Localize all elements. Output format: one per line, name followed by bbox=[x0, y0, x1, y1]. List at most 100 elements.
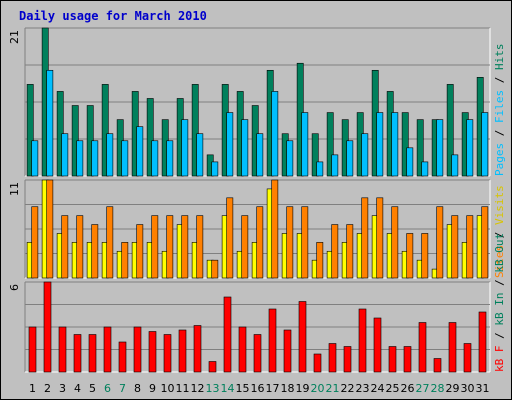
bar-sites-day-18 bbox=[286, 206, 294, 279]
bar-kb-f-day-12 bbox=[193, 325, 202, 373]
bar-sites-day-12 bbox=[196, 215, 204, 279]
bar-kb-f-day-1 bbox=[28, 326, 37, 373]
bar-files-day-24 bbox=[376, 112, 384, 177]
bar-sites-day-8 bbox=[136, 224, 144, 279]
bar-sites-day-23 bbox=[361, 197, 369, 279]
bar-hits-day-21 bbox=[326, 112, 334, 177]
bar-sites-day-3 bbox=[61, 215, 69, 279]
bar-sites-day-24 bbox=[376, 197, 384, 279]
x-tick-label-4: 4 bbox=[74, 382, 81, 395]
bar-hits-day-29 bbox=[446, 84, 454, 177]
bar-files-day-12 bbox=[196, 133, 204, 177]
bar-kb-f-day-29 bbox=[448, 322, 457, 373]
bar-sites-day-14 bbox=[226, 197, 234, 279]
bar-kb-f-day-24 bbox=[373, 317, 382, 373]
bar-kb-f-day-28 bbox=[433, 358, 442, 373]
legend-entry: Files bbox=[493, 90, 506, 123]
bar-files-day-31 bbox=[481, 112, 489, 177]
legend-entry: kB Out bbox=[493, 233, 506, 273]
bar-files-day-28 bbox=[436, 119, 444, 177]
bar-files-day-2 bbox=[46, 69, 54, 177]
legend-entry: / bbox=[493, 123, 506, 143]
bar-kb-f-day-31 bbox=[478, 311, 487, 373]
bar-hits-day-26 bbox=[401, 112, 409, 177]
bar-kb-f-day-4 bbox=[73, 334, 82, 373]
legend-entry: / bbox=[493, 273, 506, 293]
bar-sites-day-15 bbox=[241, 215, 249, 279]
panel-visits: 11 Sites / Visits bbox=[8, 179, 506, 279]
x-tick-label-16: 16 bbox=[251, 382, 265, 395]
bar-hits-day-27 bbox=[416, 119, 424, 177]
bar-files-day-25 bbox=[391, 112, 399, 177]
x-tick-label-26: 26 bbox=[401, 382, 415, 395]
bar-files-day-14 bbox=[226, 112, 234, 177]
bar-kb-f-day-2 bbox=[43, 281, 52, 373]
bar-kb-f-day-16 bbox=[253, 334, 262, 373]
bar-files-day-23 bbox=[361, 133, 369, 177]
bar-sites-day-28 bbox=[436, 206, 444, 279]
x-tick-label-5: 5 bbox=[89, 382, 96, 395]
bar-sites-day-27 bbox=[421, 233, 429, 279]
bar-files-day-7 bbox=[121, 140, 129, 177]
bar-files-day-18 bbox=[286, 140, 294, 177]
bar-kb-f-day-21 bbox=[328, 343, 337, 373]
bar-kb-f-day-14 bbox=[223, 296, 232, 373]
chart-title: Daily usage for March 2010 bbox=[19, 9, 207, 23]
bar-kb-f-day-27 bbox=[418, 322, 427, 373]
x-tick-label-21: 21 bbox=[326, 382, 340, 395]
x-tick-label-20: 20 bbox=[311, 382, 325, 395]
x-tick-label-31: 31 bbox=[476, 382, 490, 395]
bar-kb-f-day-26 bbox=[403, 346, 412, 373]
x-tick-label-11: 11 bbox=[176, 382, 190, 395]
bar-kb-f-day-3 bbox=[58, 326, 67, 373]
legend-entry: / bbox=[493, 70, 506, 90]
bar-kb-f-day-17 bbox=[268, 308, 277, 373]
bar-files-day-3 bbox=[61, 133, 69, 177]
bar-sites-day-19 bbox=[301, 206, 309, 279]
x-tick-label-19: 19 bbox=[296, 382, 310, 395]
bar-kb-f-day-18 bbox=[283, 329, 292, 373]
legend-hits: Pages / Files / Hits bbox=[493, 44, 506, 177]
bar-files-day-29 bbox=[451, 154, 459, 177]
legend-entry: / bbox=[493, 326, 506, 346]
bar-sites-day-25 bbox=[391, 206, 399, 279]
bar-sites-day-13 bbox=[211, 259, 219, 279]
bar-kb-f-day-5 bbox=[88, 334, 97, 373]
bar-sites-day-30 bbox=[466, 215, 474, 279]
bar-files-day-9 bbox=[151, 140, 159, 177]
bar-files-day-6 bbox=[106, 133, 114, 177]
bar-kb-f-day-30 bbox=[463, 343, 472, 373]
x-tick-label-27: 27 bbox=[416, 382, 430, 395]
x-tick-label-15: 15 bbox=[236, 382, 250, 395]
bar-sites-day-7 bbox=[121, 242, 129, 279]
bar-files-day-15 bbox=[241, 119, 249, 177]
bar-files-day-16 bbox=[256, 133, 264, 177]
legend-entry: Pages bbox=[493, 143, 506, 176]
bar-hits-day-9 bbox=[146, 98, 154, 177]
bar-kb-f-day-11 bbox=[178, 329, 187, 373]
x-tick-label-9: 9 bbox=[149, 382, 156, 395]
bar-files-day-20 bbox=[316, 161, 324, 177]
bar-files-day-10 bbox=[166, 140, 174, 177]
x-tick-label-2: 2 bbox=[44, 382, 51, 395]
x-tick-label-12: 12 bbox=[191, 382, 205, 395]
legend-visits: Sites / Visits bbox=[493, 185, 506, 278]
x-tick-label-13: 13 bbox=[206, 382, 220, 395]
bar-sites-day-1 bbox=[31, 206, 39, 279]
panel-hits: 21 Pages / Files / Hits bbox=[8, 27, 506, 177]
x-tick-label-25: 25 bbox=[386, 382, 400, 395]
bar-sites-day-2 bbox=[46, 179, 54, 279]
bar-sites-day-26 bbox=[406, 233, 414, 279]
bar-sites-day-9 bbox=[151, 215, 159, 279]
bar-hits-day-1 bbox=[26, 84, 34, 177]
legend-entry: kB F bbox=[493, 346, 506, 373]
legend-entry: / bbox=[493, 225, 506, 245]
x-tick-label-18: 18 bbox=[281, 382, 295, 395]
bar-files-day-22 bbox=[346, 140, 354, 177]
bar-kb-f-day-15 bbox=[238, 326, 247, 373]
bar-sites-day-31 bbox=[481, 206, 489, 279]
bar-sites-day-4 bbox=[76, 215, 84, 279]
bar-files-day-5 bbox=[91, 140, 99, 177]
x-tick-label-29: 29 bbox=[446, 382, 460, 395]
bar-kb-f-day-9 bbox=[148, 331, 157, 373]
